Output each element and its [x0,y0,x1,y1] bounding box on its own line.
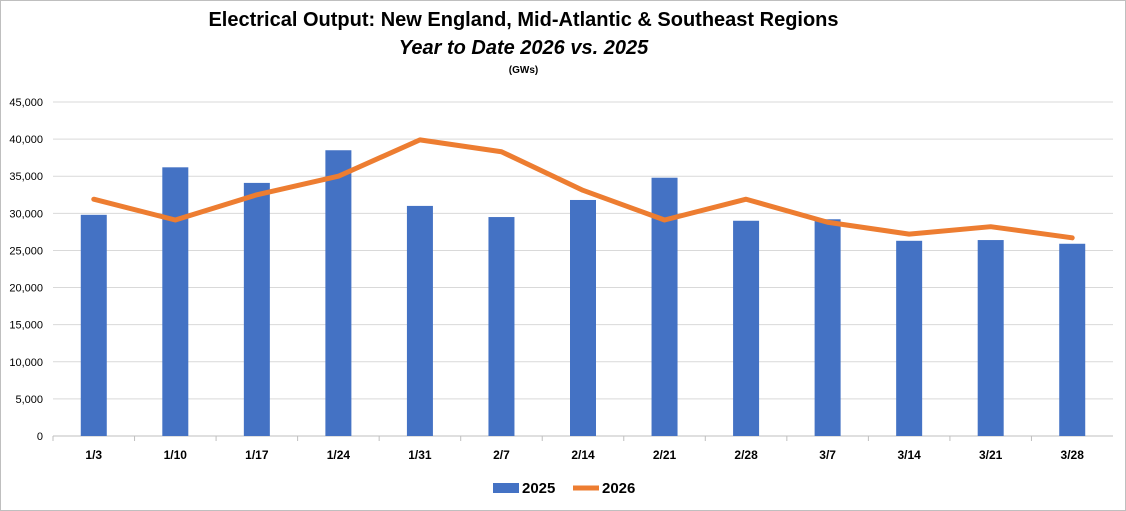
y-tick-label: 10,000 [9,357,43,369]
bar-2025 [406,205,433,436]
y-tick-label: 15,000 [9,320,43,332]
bar-2025 [570,199,596,436]
x-tick-label: 1/3 [85,448,102,462]
y-tick-label: 20,000 [9,283,43,295]
y-tick-label: 30,000 [9,208,43,220]
y-tick-label: 25,000 [9,245,43,257]
bar-2025 [243,182,270,436]
chart-subtitle: Year to Date 2026 vs. 2025 [398,37,649,59]
legend-label-2026: 2026 [602,480,635,497]
chart-unit: (GWs) [508,65,539,76]
y-tick-label: 5,000 [15,394,43,406]
chart-title: Electrical Output: New England, Mid-Atla… [208,9,839,31]
bar-2025 [896,240,923,436]
legend-label-2025: 2025 [522,480,555,497]
x-tick-label: 2/28 [734,448,758,462]
bar-2025 [488,217,515,436]
y-tick-label: 0 [37,431,43,443]
bar-2025 [80,214,107,436]
y-tick-label: 45,000 [9,97,43,109]
x-tick-label: 1/31 [408,448,432,462]
x-tick-label: 3/14 [897,448,921,462]
x-tick-label: 3/28 [1061,448,1085,462]
bar-2025 [814,219,841,436]
y-tick-label: 35,000 [9,171,43,183]
x-tick-label: 2/7 [493,448,510,462]
x-tick-label: 1/24 [327,448,351,462]
x-tick-label: 3/21 [979,448,1003,462]
x-tick-label: 3/7 [819,448,836,462]
x-tick-label: 2/21 [653,448,677,462]
y-tick-label: 40,000 [9,134,43,146]
bar-2025 [325,150,352,436]
x-tick-label: 1/10 [164,448,188,462]
x-tick-label: 1/17 [245,448,269,462]
legend-swatch-2025 [493,483,519,493]
bar-2025 [162,167,189,436]
bar-2025 [1059,243,1086,436]
bar-2025 [733,220,760,436]
x-tick-label: 2/14 [571,448,595,462]
bar-2025 [977,240,1004,436]
